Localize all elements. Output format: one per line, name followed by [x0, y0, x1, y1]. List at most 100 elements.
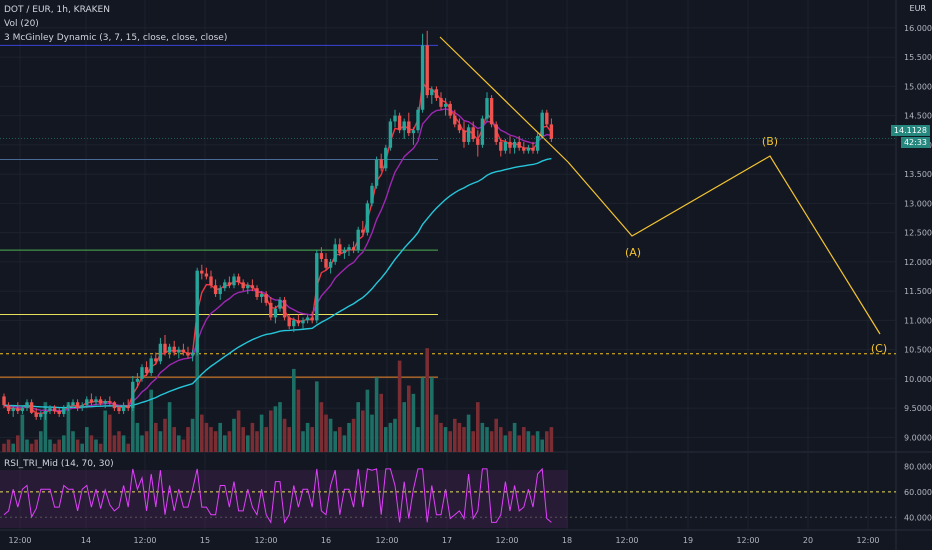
time-tick-label: 12:00 — [736, 536, 759, 545]
candle-body — [319, 253, 324, 259]
candle-body — [246, 285, 250, 289]
rsi-tick-label: 40.0000 — [904, 513, 932, 522]
candle-body — [39, 413, 43, 417]
volume-bar — [204, 422, 209, 452]
candle-body — [172, 346, 176, 353]
symbol-legend[interactable]: DOT / EUR, 1h, KRAKEN — [4, 5, 110, 15]
volume-bar — [282, 418, 287, 452]
volume-legend[interactable]: Vol (20) — [4, 19, 39, 29]
candle-body — [282, 299, 287, 318]
volume-bar — [416, 427, 420, 452]
candle-body — [89, 399, 94, 403]
volume-bar — [34, 439, 38, 452]
candle-body — [384, 147, 388, 169]
candle-body — [356, 229, 360, 251]
candle-body — [342, 250, 347, 254]
candle-body — [531, 147, 535, 151]
volume-bar — [20, 414, 25, 452]
volume-bar — [126, 443, 130, 452]
candle-body — [131, 381, 135, 409]
volume-bar — [384, 427, 388, 452]
volume-bar — [499, 427, 503, 452]
volume-bar — [121, 435, 126, 452]
candle-body — [71, 402, 75, 406]
volume-bar — [434, 414, 439, 452]
volume-bar — [255, 431, 259, 452]
candle-body — [310, 317, 314, 321]
candle-body — [34, 412, 38, 417]
candle-body — [62, 408, 66, 414]
volume-bar — [328, 418, 333, 452]
time-tick-label: 19 — [683, 536, 693, 545]
volume-bar — [140, 435, 144, 452]
volume-bar — [535, 431, 540, 452]
candle-body — [29, 402, 34, 413]
candle-body — [485, 98, 489, 119]
volume-bar — [213, 431, 218, 452]
candle-body — [361, 229, 365, 233]
time-tick-label: 12:00 — [495, 536, 518, 545]
volume-bar — [223, 435, 227, 452]
time-tick-label: 12:00 — [133, 536, 156, 545]
volume-bar — [338, 427, 342, 452]
time-tick-label: 12:00 — [615, 536, 638, 545]
volume-bar — [379, 393, 383, 452]
price-tick-label: 13.0000 — [904, 199, 932, 208]
volume-bar — [43, 402, 48, 452]
candle-body — [236, 276, 241, 283]
candle-body — [204, 273, 209, 277]
volume-bar — [508, 431, 512, 452]
volume-bar — [526, 431, 531, 452]
candle-body — [85, 399, 89, 406]
candle-body — [333, 244, 337, 262]
volume-bar — [370, 414, 374, 452]
candle-body — [471, 127, 475, 140]
bar-countdown: 42:33 — [900, 137, 930, 148]
candle-body — [273, 308, 278, 318]
time-tick-label: 15 — [200, 536, 210, 545]
volume-bar — [522, 427, 526, 452]
volume-bar — [315, 381, 319, 452]
volume-bar — [324, 414, 328, 452]
candle-body — [545, 112, 549, 125]
time-tick-label: 12:00 — [856, 536, 879, 545]
volume-bar — [287, 427, 291, 452]
volume-bar — [393, 418, 397, 452]
candle-body — [112, 402, 117, 409]
volume-bar — [181, 439, 186, 452]
moving-average-line — [3, 108, 552, 412]
volume-bar — [402, 402, 406, 452]
volume-bar — [108, 414, 112, 452]
candle-body — [517, 141, 521, 148]
volume-bar — [411, 393, 416, 452]
volume-bar — [301, 431, 305, 452]
volume-bar — [167, 402, 172, 452]
volume-bar — [2, 443, 6, 452]
time-tick-label: 20 — [803, 536, 813, 545]
candle-body — [6, 405, 11, 412]
rsi-legend[interactable]: RSI_TRI_Mid (14, 70, 30) — [4, 459, 114, 469]
candle-body — [347, 247, 351, 251]
candle-body — [439, 98, 443, 107]
candle-body — [379, 159, 383, 169]
volume-bar — [52, 443, 57, 452]
candle-body — [52, 408, 57, 412]
volume-bar — [512, 422, 517, 452]
candle-body — [209, 276, 213, 286]
mcginley-legend[interactable]: 3 McGinley Dynamic (3, 7, 15, close, clo… — [4, 33, 228, 43]
price-tick-label: 16.0000 — [904, 24, 932, 33]
candle-body — [108, 401, 112, 403]
volume-bar — [131, 398, 135, 452]
volume-bar — [75, 439, 80, 452]
candle-body — [135, 378, 140, 382]
time-tick-label: 12:00 — [254, 536, 277, 545]
candle-body — [195, 270, 199, 353]
volume-bar — [356, 402, 360, 452]
candle-body — [462, 130, 466, 142]
time-tick-label: 18 — [562, 536, 572, 545]
candle-body — [163, 343, 167, 353]
currency-label: EUR — [909, 4, 926, 13]
candle-body — [121, 405, 126, 412]
